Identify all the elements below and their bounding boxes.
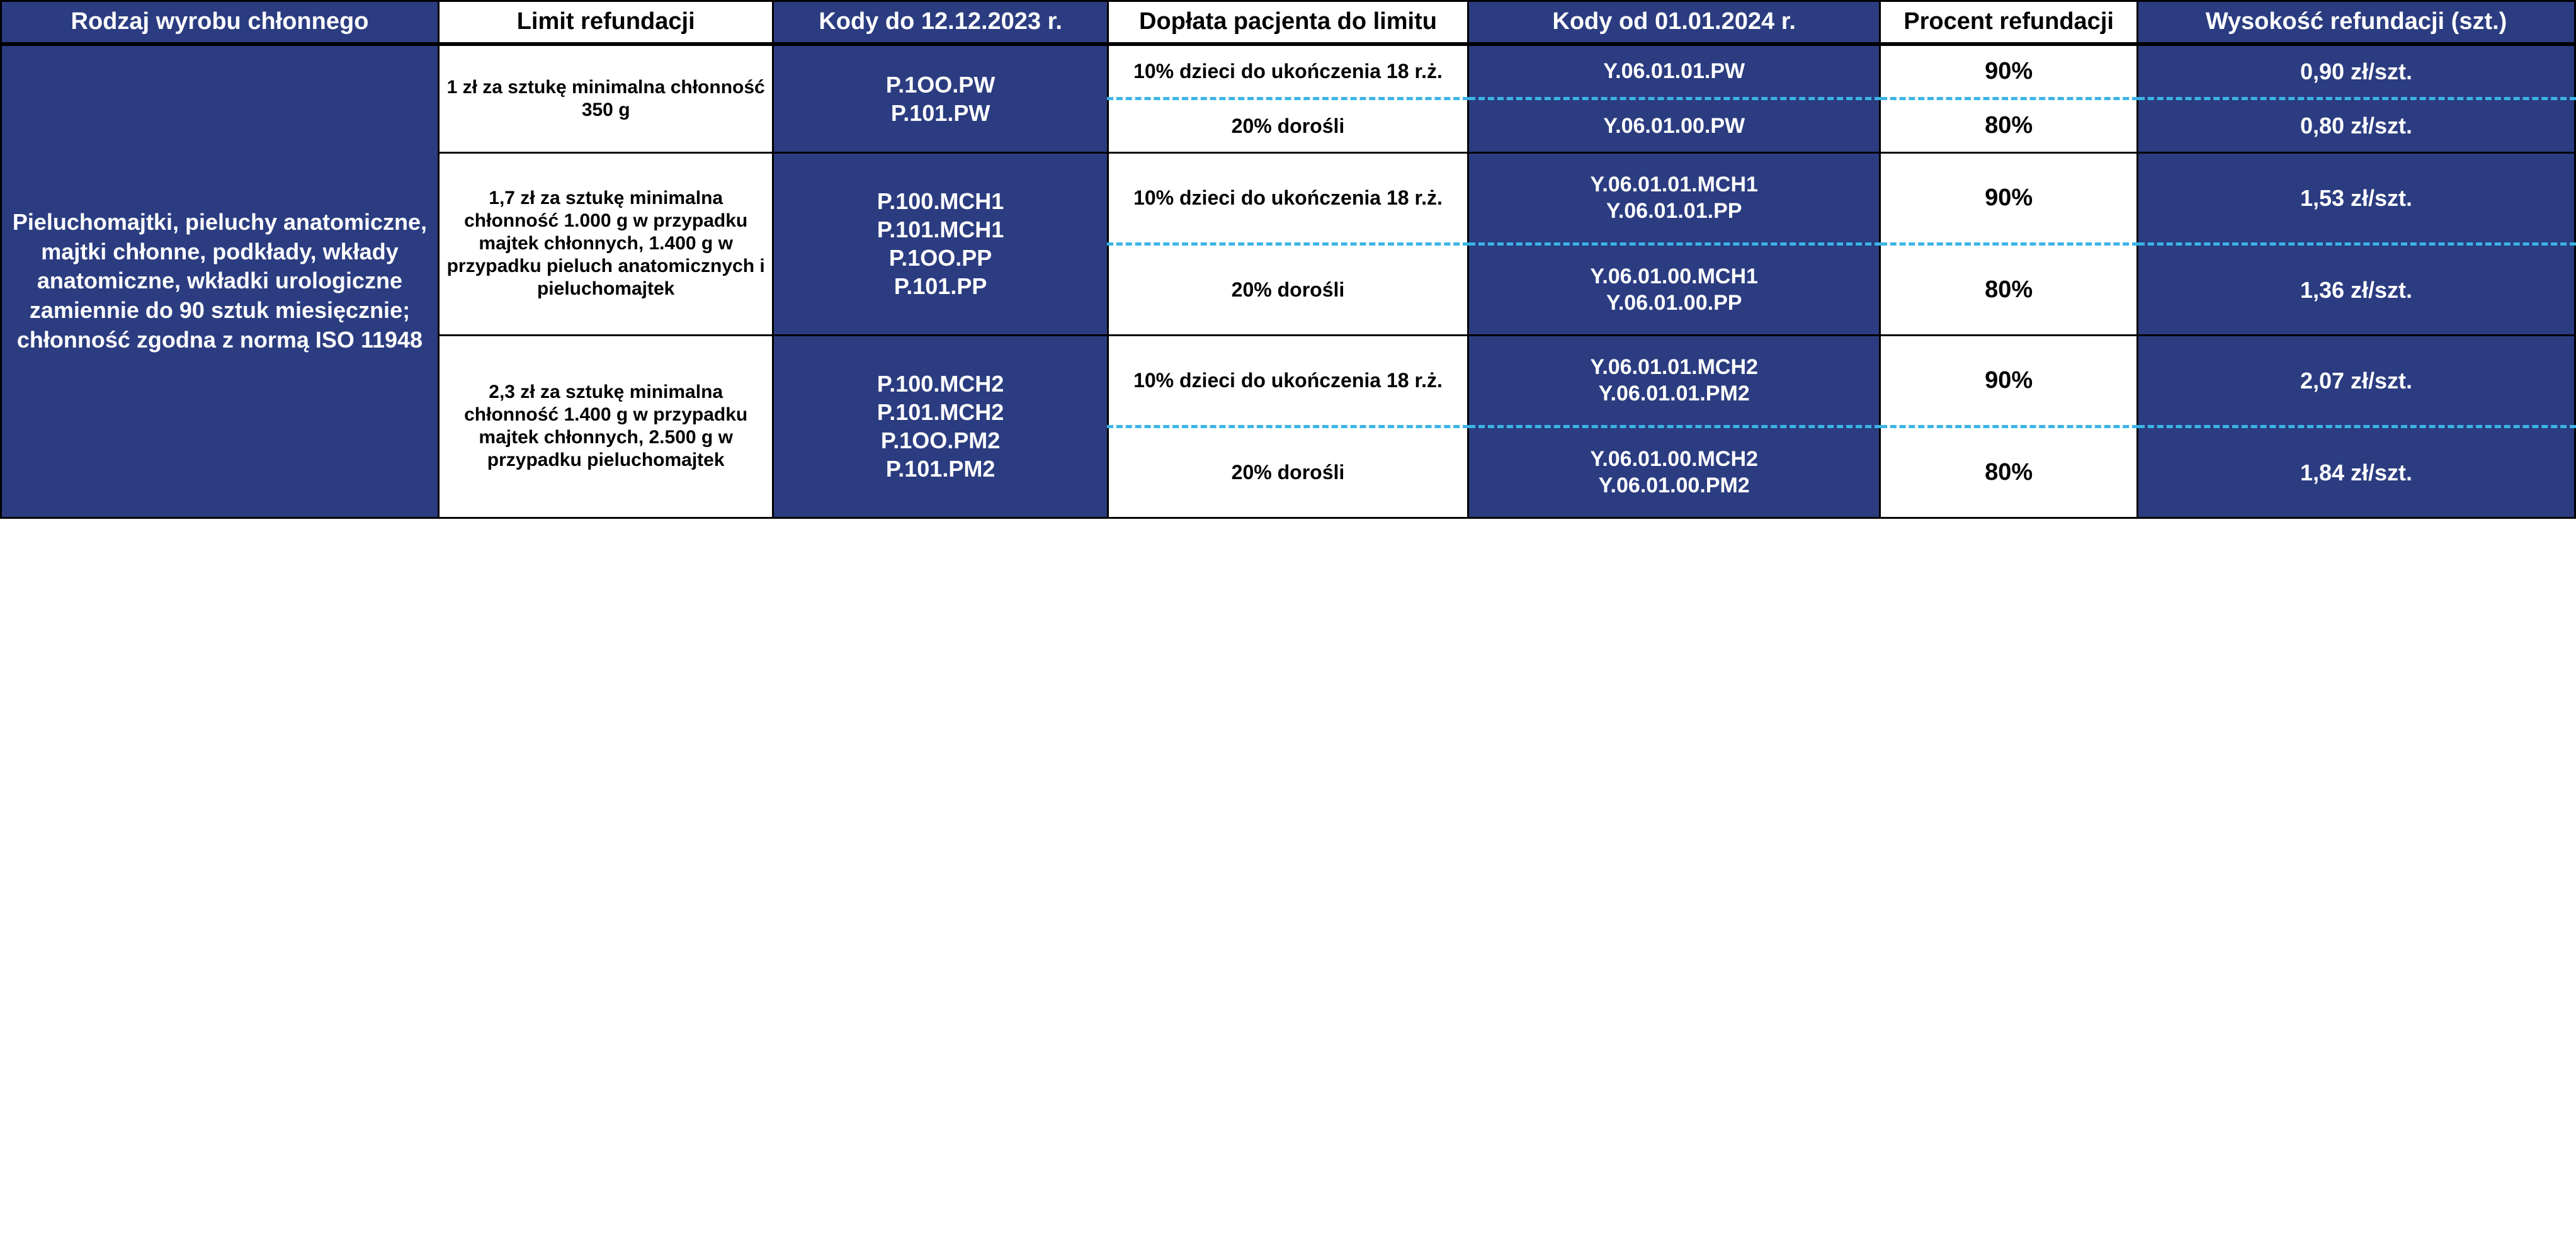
copay-cell: 20% dorośli [1108, 426, 1468, 518]
hdr-limit: Limit refundacji [438, 1, 773, 44]
new-codes-cell: Y.06.01.01.MCH1Y.06.01.01.PP [1468, 152, 1880, 244]
amount-cell: 0,80 zł/szt. [2138, 99, 2575, 153]
amount-cell: 0,90 zł/szt. [2138, 44, 2575, 99]
new-codes-cell: Y.06.01.00.MCH2Y.06.01.00.PM2 [1468, 426, 1880, 518]
new-codes-cell: Y.06.01.01.MCH2Y.06.01.01.PM2 [1468, 335, 1880, 426]
copay-cell: 20% dorośli [1108, 99, 1468, 153]
table-row: Pieluchomajtki, pieluchy anatomiczne, ma… [1, 44, 2575, 99]
pct-cell: 80% [1880, 99, 2138, 153]
limit-cell: 1 zł za sztukę minimalna chłonność 350 g [438, 44, 773, 153]
hdr-copay: Dopłata pacjenta do limitu [1108, 1, 1468, 44]
limit-cell: 1,7 zł za sztukę minimalna chłonność 1.0… [438, 152, 773, 335]
limit-cell: 2,3 zł za sztukę minimalna chłonność 1.4… [438, 335, 773, 518]
pct-cell: 90% [1880, 44, 2138, 99]
new-codes-cell: Y.06.01.00.PW [1468, 99, 1880, 153]
hdr-pct: Procent refundacji [1880, 1, 2138, 44]
old-codes-cell: P.100.MCH1P.101.MCH1P.1OO.PPP.101.PP [773, 152, 1108, 335]
copay-cell: 10% dzieci do ukończenia 18 r.ż. [1108, 152, 1468, 244]
hdr-new-codes: Kody od 01.01.2024 r. [1468, 1, 1880, 44]
amount-cell: 2,07 zł/szt. [2138, 335, 2575, 426]
new-codes-cell: Y.06.01.00.MCH1Y.06.01.00.PP [1468, 244, 1880, 335]
hdr-amount: Wysokość refundacji (szt.) [2138, 1, 2575, 44]
hdr-product-type: Rodzaj wyrobu chłonnego [1, 1, 439, 44]
copay-cell: 10% dzieci do ukończenia 18 r.ż. [1108, 335, 1468, 426]
old-codes-cell: P.1OO.PWP.101.PW [773, 44, 1108, 153]
old-codes-cell: P.100.MCH2P.101.MCH2P.1OO.PM2P.101.PM2 [773, 335, 1108, 518]
amount-cell: 1,53 zł/szt. [2138, 152, 2575, 244]
refund-table: Rodzaj wyrobu chłonnego Limit refundacji… [0, 0, 2576, 519]
pct-cell: 80% [1880, 426, 2138, 518]
amount-cell: 1,84 zł/szt. [2138, 426, 2575, 518]
copay-cell: 20% dorośli [1108, 244, 1468, 335]
hdr-old-codes: Kody do 12.12.2023 r. [773, 1, 1108, 44]
header-row: Rodzaj wyrobu chłonnego Limit refundacji… [1, 1, 2575, 44]
pct-cell: 80% [1880, 244, 2138, 335]
product-description: Pieluchomajtki, pieluchy anatomiczne, ma… [1, 44, 439, 518]
copay-cell: 10% dzieci do ukończenia 18 r.ż. [1108, 44, 1468, 99]
pct-cell: 90% [1880, 335, 2138, 426]
pct-cell: 90% [1880, 152, 2138, 244]
amount-cell: 1,36 zł/szt. [2138, 244, 2575, 335]
new-codes-cell: Y.06.01.01.PW [1468, 44, 1880, 99]
